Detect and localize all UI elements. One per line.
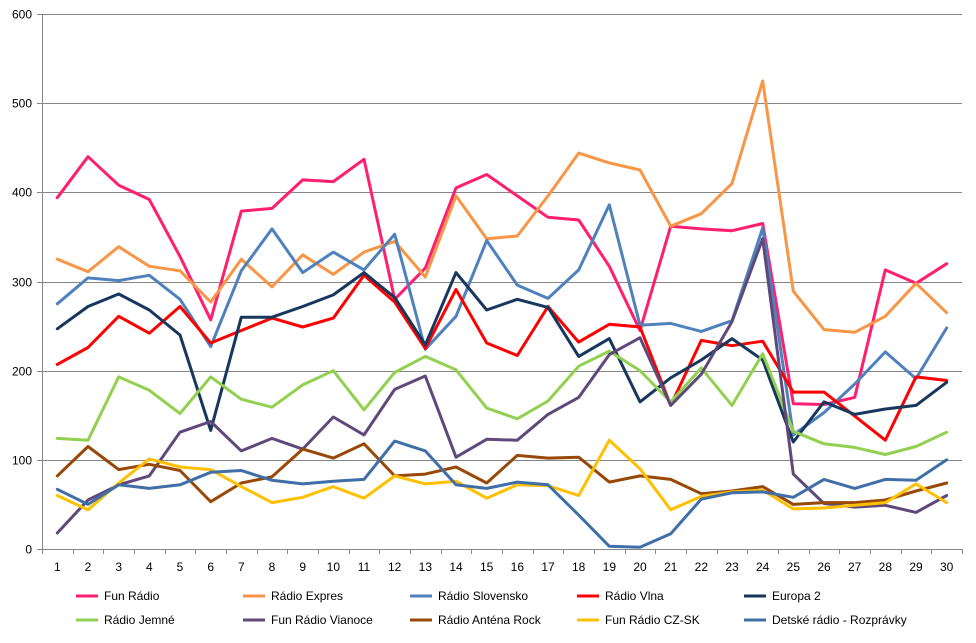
gridlines xyxy=(42,14,962,461)
x-tick-label: 5 xyxy=(177,560,184,574)
y-tick-label: 400 xyxy=(12,186,32,200)
x-tick-label: 16 xyxy=(511,560,525,574)
legend-item: Europa 2 xyxy=(744,589,821,603)
x-tick-label: 18 xyxy=(572,560,586,574)
y-tick-label: 100 xyxy=(12,454,32,468)
legend-item: Rádio Vlna xyxy=(577,589,664,603)
legend-label: Rádio Vlna xyxy=(605,589,664,603)
x-tick-label: 23 xyxy=(725,560,739,574)
legend-label: Detské rádio - Rozprávky xyxy=(772,613,907,627)
legend-label: Rádio Jemné xyxy=(104,613,175,627)
legend-label: Rádio Anténa Rock xyxy=(438,613,542,627)
x-tick-label: 4 xyxy=(146,560,153,574)
x-tick-label: 13 xyxy=(419,560,433,574)
legend-label: Europa 2 xyxy=(772,589,821,603)
legend-label: Fun Rádio xyxy=(104,589,160,603)
x-tick-label: 28 xyxy=(879,560,893,574)
legend-item: Fun Rádio CZ-SK xyxy=(577,613,700,627)
x-tick-label: 6 xyxy=(207,560,214,574)
series-line xyxy=(55,349,949,456)
x-tick-labels: 1 2 3 4 5 6 7 8 9 10 11 12 13 14 15 16 17 18 19 20 21 22 23 24 2… xyxy=(54,560,954,574)
x-tick-label: 19 xyxy=(603,560,617,574)
legend: Fun Rádio Rádio Expres Rádio Slovensko Rádi… xyxy=(76,589,907,627)
series-line xyxy=(55,271,949,444)
legend-item: Rádio Slovensko xyxy=(410,589,528,603)
legend-item: Rádio Jemné xyxy=(76,613,175,627)
legend-item: Detské rádio - Rozprávky xyxy=(744,613,907,627)
series-line xyxy=(55,438,949,512)
legend-item: Rádio Expres xyxy=(243,589,343,603)
x-tick-label: 2 xyxy=(85,560,92,574)
legend-item: Fun Rádio Vianoce xyxy=(243,613,373,627)
series-line xyxy=(55,439,949,549)
legend-item: Rádio Anténa Rock xyxy=(410,613,542,627)
x-tick-label: 27 xyxy=(848,560,862,574)
y-tick-label: 200 xyxy=(12,365,32,379)
series-lines xyxy=(55,79,949,549)
x-tick-label: 11 xyxy=(358,560,371,574)
legend-label: Fun Rádio CZ-SK xyxy=(605,613,700,627)
x-tick-label: 22 xyxy=(695,560,709,574)
y-tick-label: 300 xyxy=(12,276,32,290)
series-line xyxy=(55,237,949,535)
x-tick-label: 12 xyxy=(388,560,402,574)
x-tick-label: 10 xyxy=(327,560,341,574)
y-tick-label: 600 xyxy=(12,8,32,22)
x-tick-label: 29 xyxy=(909,560,923,574)
x-tick-label: 9 xyxy=(299,560,306,574)
x-tick-label: 1 xyxy=(54,560,61,574)
series-line xyxy=(55,273,949,442)
x-tick-label: 21 xyxy=(664,560,678,574)
legend-label: Rádio Slovensko xyxy=(438,589,528,603)
x-tick-label: 26 xyxy=(817,560,831,574)
legend-item: Fun Rádio xyxy=(76,589,160,603)
x-tick-label: 30 xyxy=(940,560,954,574)
x-tick-label: 24 xyxy=(756,560,770,574)
x-tick-label: 8 xyxy=(269,560,276,574)
axes xyxy=(37,14,963,554)
x-tick-label: 25 xyxy=(787,560,801,574)
legend-label: Rádio Expres xyxy=(271,589,343,603)
x-tick-label: 3 xyxy=(115,560,122,574)
x-tick-label: 14 xyxy=(449,560,463,574)
series-line xyxy=(55,442,949,506)
x-tick-label: 7 xyxy=(238,560,245,574)
x-tick-label: 15 xyxy=(480,560,494,574)
y-tick-label: 0 xyxy=(25,543,32,557)
series-line xyxy=(55,155,949,406)
x-tick-label: 17 xyxy=(541,560,555,574)
x-tick-label: 20 xyxy=(633,560,647,574)
y-tick-labels: 0 100 200 300 400 500 600 xyxy=(12,8,32,557)
series-line xyxy=(55,79,949,334)
y-tick-label: 500 xyxy=(12,97,32,111)
legend-label: Fun Rádio Vianoce xyxy=(271,613,373,627)
